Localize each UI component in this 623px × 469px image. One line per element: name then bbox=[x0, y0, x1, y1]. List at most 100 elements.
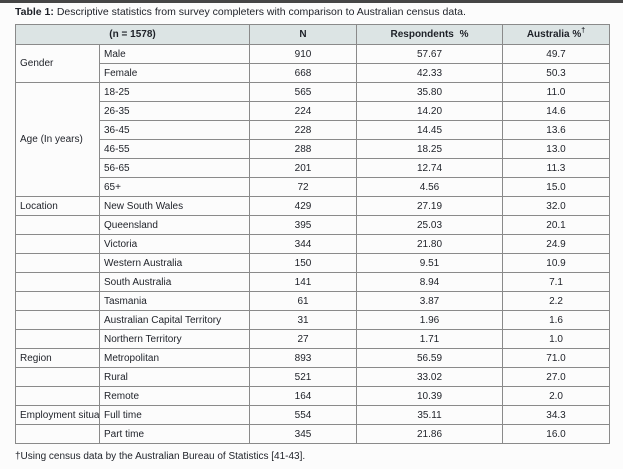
n-cell: 150 bbox=[249, 253, 358, 273]
n-cell: 395 bbox=[249, 215, 358, 235]
australia-cell: 1.6 bbox=[502, 310, 611, 330]
label-cell: Rural bbox=[98, 367, 251, 387]
respondents-cell: 1.96 bbox=[356, 310, 504, 330]
respondents-cell: 35.80 bbox=[356, 82, 504, 102]
respondents-cell: 8.94 bbox=[356, 272, 504, 292]
n-cell: 429 bbox=[249, 196, 358, 216]
group-cell-employment: Employment situation bbox=[15, 405, 100, 425]
table-row: South Australia 141 8.94 7.1 bbox=[15, 272, 611, 292]
australia-cell: 14.6 bbox=[502, 101, 611, 121]
australia-cell: 1.0 bbox=[502, 329, 611, 349]
table-row: Location New South Wales 429 27.19 32.0 bbox=[15, 196, 611, 216]
respondents-cell: 42.33 bbox=[356, 63, 504, 83]
respondents-cell: 10.39 bbox=[356, 386, 504, 406]
australia-cell: 2.0 bbox=[502, 386, 611, 406]
respondents-cell: 9.51 bbox=[356, 253, 504, 273]
respondents-cell: 14.45 bbox=[356, 120, 504, 140]
table-row: Female 668 42.33 50.3 bbox=[16, 63, 611, 83]
australia-cell: 49.7 bbox=[502, 44, 611, 64]
n-cell: 201 bbox=[249, 158, 358, 178]
table-row: Australian Capital Territory 31 1.96 1.6 bbox=[15, 310, 611, 330]
header-australia-pct: Australia %† bbox=[502, 24, 611, 45]
group-cell-empty bbox=[15, 253, 100, 273]
n-cell: 893 bbox=[249, 348, 358, 368]
table-row: Tasmania 61 3.87 2.2 bbox=[15, 291, 611, 311]
table-row: 46-55 288 18.25 13.0 bbox=[16, 139, 611, 159]
label-cell: Male bbox=[98, 44, 251, 64]
australia-cell: 71.0 bbox=[502, 348, 611, 368]
table-row: 36-45 228 14.45 13.6 bbox=[16, 120, 611, 140]
group-cell-empty bbox=[15, 291, 100, 311]
label-cell: 36-45 bbox=[98, 120, 251, 140]
australia-cell: 50.3 bbox=[502, 63, 611, 83]
table-caption-number: Table 1: bbox=[15, 6, 54, 18]
australia-cell: 10.9 bbox=[502, 253, 611, 273]
label-cell: 46-55 bbox=[98, 139, 251, 159]
label-cell: Female bbox=[98, 63, 251, 83]
group-cell-empty bbox=[15, 424, 100, 444]
respondents-cell: 57.67 bbox=[356, 44, 504, 64]
group-cell-region: Region bbox=[15, 348, 100, 368]
label-cell: Part time bbox=[98, 424, 251, 444]
n-cell: 668 bbox=[249, 63, 358, 83]
n-cell: 521 bbox=[249, 367, 358, 387]
table-row: Rural 521 33.02 27.0 bbox=[15, 367, 611, 387]
group-cell-empty bbox=[15, 310, 100, 330]
header-respondents-pct: Respondents % bbox=[356, 24, 504, 45]
table-header-row: (n = 1578) N Respondents % Australia %† bbox=[14, 24, 611, 45]
dagger-footnote-marker: † bbox=[581, 27, 586, 35]
header-n: N bbox=[249, 24, 358, 45]
label-cell: 26-35 bbox=[98, 101, 251, 121]
label-cell: South Australia bbox=[98, 272, 251, 292]
australia-cell: 15.0 bbox=[502, 177, 611, 197]
australia-cell: 34.3 bbox=[502, 405, 611, 425]
page-top-rule bbox=[0, 0, 623, 3]
group-cell-empty bbox=[15, 272, 100, 292]
n-cell: 910 bbox=[249, 44, 358, 64]
table-row: Employment situation Full time 554 35.11… bbox=[15, 405, 611, 425]
n-cell: 224 bbox=[249, 101, 358, 121]
table-row: Victoria 344 21.80 24.9 bbox=[15, 234, 611, 254]
label-cell: Full time bbox=[98, 405, 251, 425]
table-row: Part time 345 21.86 16.0 bbox=[15, 424, 611, 444]
table-row: Region Metropolitan 893 56.59 71.0 bbox=[15, 348, 611, 368]
descriptive-statistics-table: (n = 1578) N Respondents % Australia %† … bbox=[14, 24, 611, 444]
australia-cell: 32.0 bbox=[502, 196, 611, 216]
australia-cell: 13.0 bbox=[502, 139, 611, 159]
label-cell: Victoria bbox=[98, 234, 251, 254]
label-cell: Australian Capital Territory bbox=[98, 310, 251, 330]
n-cell: 141 bbox=[249, 272, 358, 292]
group-cell-empty bbox=[15, 215, 100, 235]
table-footnote: †Using census data by the Australian Bur… bbox=[15, 451, 306, 462]
table-row: Northern Territory 27 1.71 1.0 bbox=[15, 329, 611, 349]
table-row: Age (In years) 18-25 565 35.80 11.0 bbox=[15, 82, 611, 197]
australia-cell: 7.1 bbox=[502, 272, 611, 292]
table-caption: Table 1: Descriptive statistics from sur… bbox=[15, 6, 466, 18]
respondents-cell: 33.02 bbox=[356, 367, 504, 387]
table-caption-text: Descriptive statistics from survey compl… bbox=[53, 6, 466, 18]
table-row: Queensland 395 25.03 20.1 bbox=[15, 215, 611, 235]
table-row: 26-35 224 14.20 14.6 bbox=[16, 101, 611, 121]
australia-cell: 11.0 bbox=[502, 82, 611, 102]
n-cell: 27 bbox=[249, 329, 358, 349]
n-cell: 344 bbox=[249, 234, 358, 254]
label-cell: Western Australia bbox=[98, 253, 251, 273]
respondents-cell: 56.59 bbox=[356, 348, 504, 368]
header-n-total: (n = 1578) bbox=[14, 24, 251, 45]
n-cell: 164 bbox=[249, 386, 358, 406]
respondents-cell: 4.56 bbox=[356, 177, 504, 197]
australia-cell: 11.3 bbox=[502, 158, 611, 178]
respondents-cell: 18.25 bbox=[356, 139, 504, 159]
n-cell: 565 bbox=[249, 82, 358, 102]
respondents-cell: 1.71 bbox=[356, 329, 504, 349]
n-cell: 288 bbox=[249, 139, 358, 159]
table-row: Gender Male 910 57.67 49.7 bbox=[15, 44, 611, 83]
group-cell-empty bbox=[15, 386, 100, 406]
respondents-cell: 35.11 bbox=[356, 405, 504, 425]
n-cell: 554 bbox=[249, 405, 358, 425]
respondents-cell: 21.80 bbox=[356, 234, 504, 254]
label-cell: Northern Territory bbox=[98, 329, 251, 349]
respondents-cell: 27.19 bbox=[356, 196, 504, 216]
label-cell: New South Wales bbox=[98, 196, 251, 216]
respondents-cell: 21.86 bbox=[356, 424, 504, 444]
